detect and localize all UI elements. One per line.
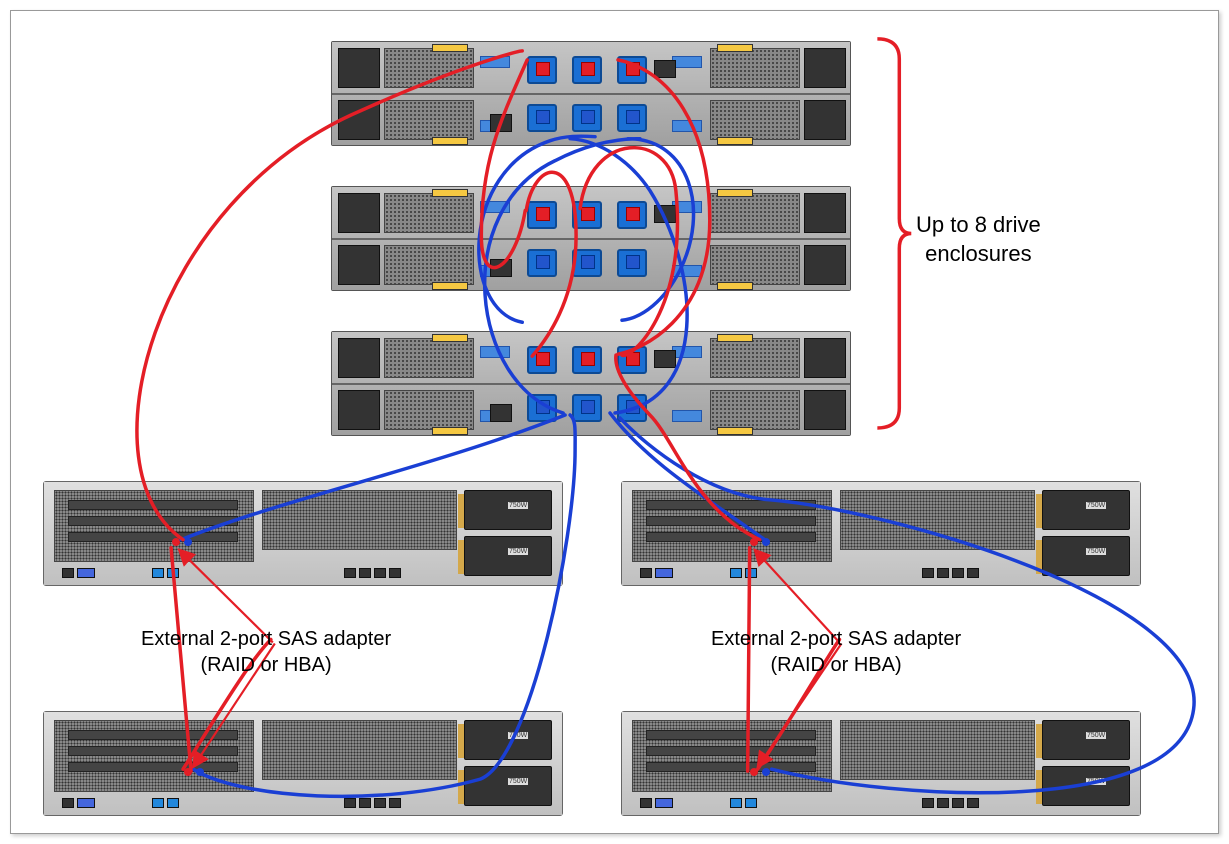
sas-port-icon [572, 249, 602, 277]
sas-port-icon [527, 104, 557, 132]
sas-adapter-port-red [172, 538, 180, 546]
drive-enclosure-2 [331, 186, 851, 291]
sas-port-icon [617, 56, 647, 84]
server-3: 750W 750W [43, 711, 563, 816]
sas-port-icon [527, 346, 557, 374]
sas-port-icon [527, 249, 557, 277]
sas-port-icon [617, 104, 647, 132]
sas-port-icon [572, 104, 602, 132]
sas-port-icon [527, 56, 557, 84]
sas-port-icon [617, 201, 647, 229]
sas-port-icon [572, 201, 602, 229]
sas-port-icon [572, 56, 602, 84]
server-1: 750W 750W [43, 481, 563, 586]
sas-port-icon [572, 346, 602, 374]
psu-wattage-label: 750W [1086, 548, 1106, 555]
enclosure-count-label: Up to 8 drive enclosures [916, 211, 1041, 268]
psu-wattage-label: 750W [508, 732, 528, 739]
sas-port-icon [617, 394, 647, 422]
psu-wattage-label: 750W [508, 548, 528, 555]
psu-wattage-label: 750W [508, 778, 528, 785]
sas-port-icon [617, 249, 647, 277]
sas-port-icon [527, 201, 557, 229]
psu-wattage-label: 750W [1086, 502, 1106, 509]
sas-adapter-port-blue [184, 538, 192, 546]
server-4: 750W 750W [621, 711, 1141, 816]
sas-port-icon [617, 346, 647, 374]
psu-wattage-label: 750W [1086, 778, 1106, 785]
drive-enclosure-3 [331, 331, 851, 436]
psu-wattage-label: 750W [508, 502, 528, 509]
psu-wattage-label: 750W [1086, 732, 1106, 739]
sas-port-icon [527, 394, 557, 422]
drive-enclosure-1 [331, 41, 851, 146]
sas-adapter-port-blue [762, 768, 770, 776]
sas-adapter-port-red [750, 538, 758, 546]
sas-adapter-port-blue [762, 538, 770, 546]
sas-adapter-port-red [184, 768, 192, 776]
sas-port-icon [572, 394, 602, 422]
sas-adapter-port-red [750, 768, 758, 776]
sas-adapter-port-blue [196, 768, 204, 776]
cabling-diagram: 750W 750W 750W 750W [10, 10, 1219, 834]
server-2: 750W 750W [621, 481, 1141, 586]
sas-adapter-label-right: External 2-port SAS adapter (RAID or HBA… [711, 626, 961, 678]
sas-adapter-label-left: External 2-port SAS adapter (RAID or HBA… [141, 626, 391, 678]
